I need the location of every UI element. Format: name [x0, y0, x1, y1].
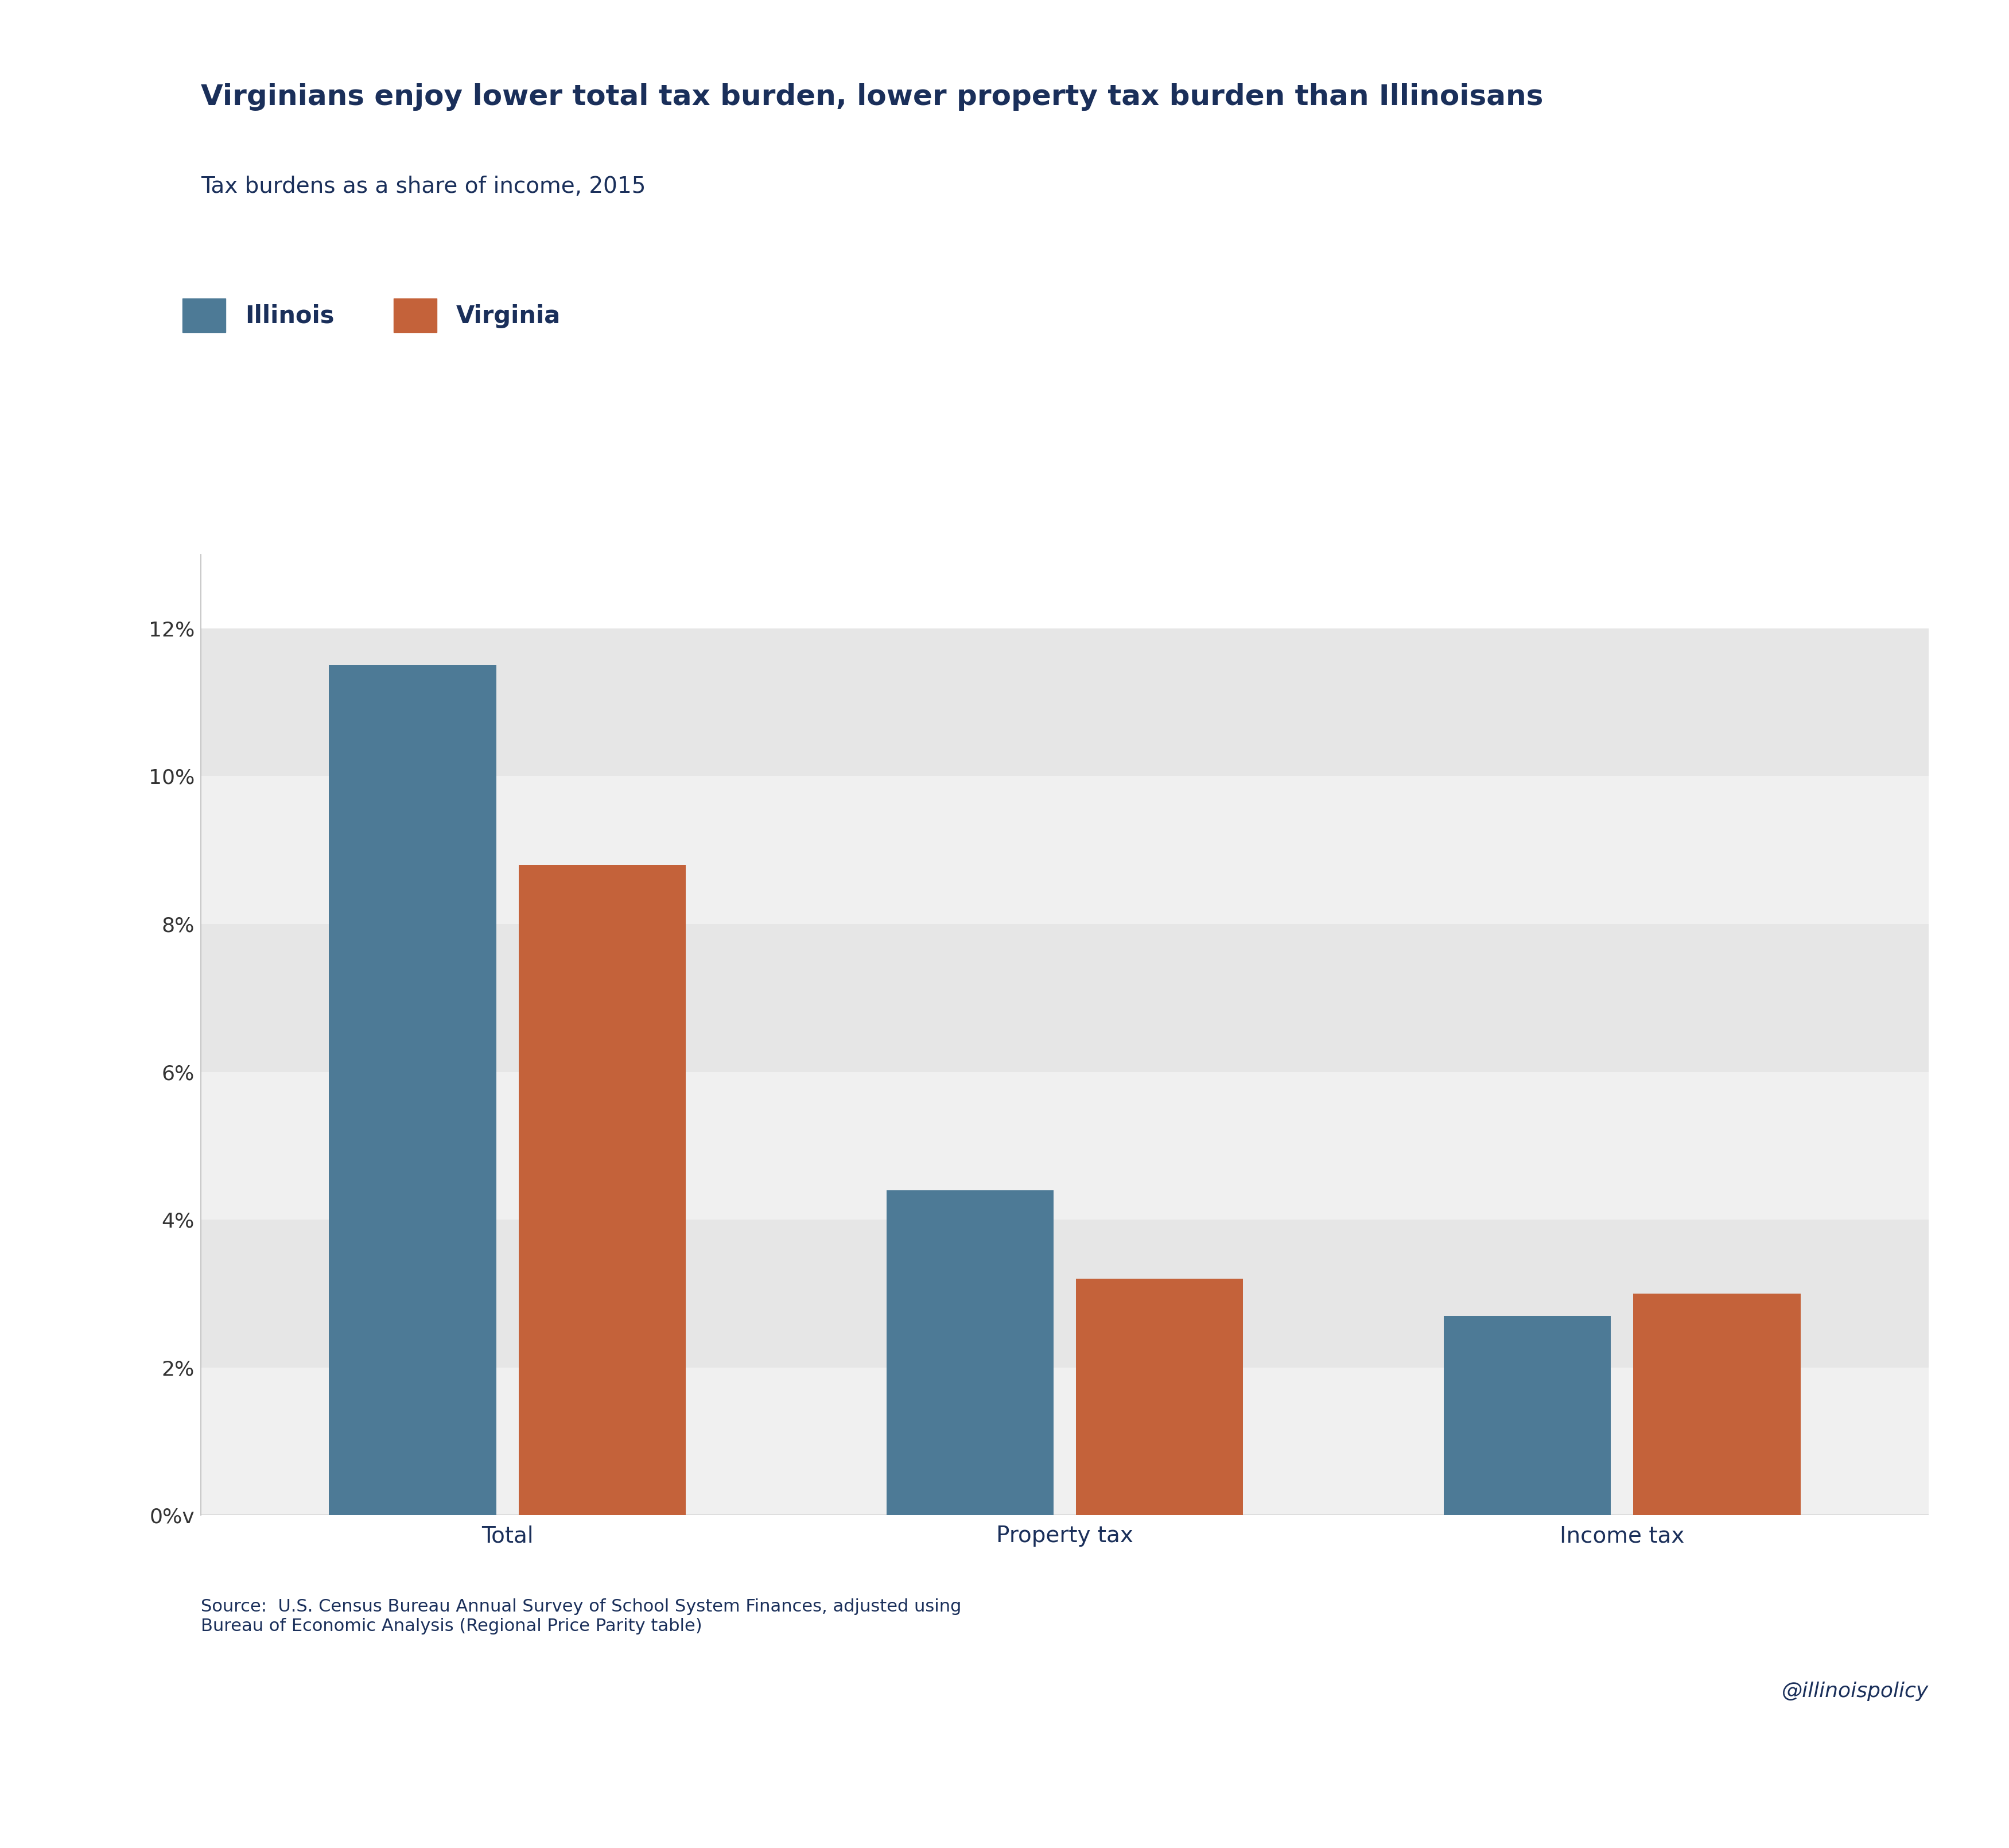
- Text: Tax burdens as a share of income, 2015: Tax burdens as a share of income, 2015: [201, 176, 645, 198]
- Bar: [201, 628, 1929, 776]
- Bar: [1633, 1294, 1800, 1515]
- Bar: [201, 776, 1929, 924]
- Bar: [201, 924, 1929, 1072]
- Bar: [201, 1220, 1929, 1368]
- Bar: [886, 1190, 1053, 1515]
- Text: Source:  U.S. Census Bureau Annual Survey of School System Finances, adjusted us: Source: U.S. Census Bureau Annual Survey…: [201, 1599, 962, 1634]
- Bar: [201, 1072, 1929, 1220]
- Bar: [518, 865, 685, 1515]
- Bar: [329, 665, 496, 1515]
- Legend: Illinois, Virginia: Illinois, Virginia: [183, 298, 561, 333]
- Text: Virginians enjoy lower total tax burden, lower property tax burden than Illinois: Virginians enjoy lower total tax burden,…: [201, 83, 1543, 111]
- Text: @illinoispolicy: @illinoispolicy: [1782, 1682, 1929, 1702]
- Bar: [1444, 1316, 1611, 1515]
- Bar: [201, 1368, 1929, 1515]
- Bar: [1077, 1279, 1244, 1515]
